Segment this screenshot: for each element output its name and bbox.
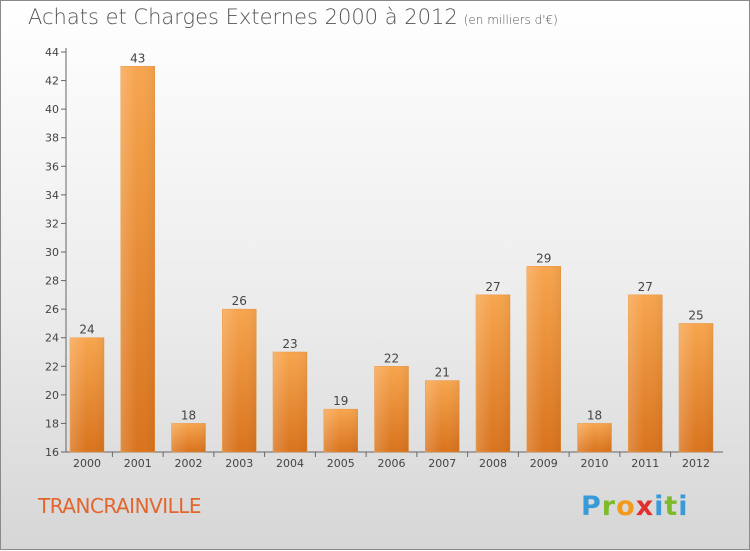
bar-highlight bbox=[323, 409, 358, 452]
y-tick-label: 28 bbox=[45, 275, 59, 288]
x-tick-label: 2002 bbox=[175, 457, 203, 470]
x-tick-label: 2008 bbox=[479, 457, 507, 470]
bar-value-label: 19 bbox=[333, 394, 348, 408]
x-tick-label: 2001 bbox=[124, 457, 152, 470]
bar-value-label: 22 bbox=[384, 351, 399, 365]
y-tick-label: 38 bbox=[45, 132, 59, 145]
bar-highlight bbox=[222, 309, 257, 452]
bar-highlight bbox=[526, 266, 561, 452]
logo-letter: x bbox=[635, 491, 655, 522]
logo-letter: P bbox=[581, 491, 602, 522]
x-tick-label: 2003 bbox=[225, 457, 253, 470]
bar-value-label: 27 bbox=[485, 280, 500, 294]
bar-value-label: 43 bbox=[130, 51, 145, 65]
y-tick-label: 34 bbox=[45, 189, 59, 202]
chart-title-text: Achats et Charges Externes 2000 à 2012 bbox=[28, 5, 458, 29]
y-tick-label: 24 bbox=[45, 332, 59, 345]
x-tick-label: 2010 bbox=[581, 457, 609, 470]
bar-highlight bbox=[425, 380, 460, 452]
x-tick-label: 2007 bbox=[428, 457, 456, 470]
y-tick-label: 18 bbox=[45, 417, 59, 430]
bar-value-label: 24 bbox=[79, 323, 94, 337]
x-tick-label: 2011 bbox=[631, 457, 659, 470]
place-name: TRANCRAINVILLE bbox=[38, 494, 202, 518]
logo-letter: i bbox=[678, 491, 689, 522]
y-tick-label: 26 bbox=[45, 303, 59, 316]
y-tick-label: 16 bbox=[45, 446, 59, 459]
logo-letter: i bbox=[654, 491, 665, 522]
bar-value-label: 26 bbox=[232, 294, 247, 308]
bar-highlight bbox=[577, 423, 612, 452]
bar-value-label: 18 bbox=[181, 408, 196, 422]
bar-highlight bbox=[628, 294, 663, 452]
bar-highlight bbox=[171, 423, 206, 452]
bar-highlight bbox=[374, 366, 409, 452]
y-tick-label: 32 bbox=[45, 217, 59, 230]
proxiti-logo[interactable]: Proxiti bbox=[581, 491, 689, 522]
x-tick-label: 2006 bbox=[378, 457, 406, 470]
logo-letter: r bbox=[601, 491, 617, 522]
chart-title: Achats et Charges Externes 2000 à 2012 (e… bbox=[28, 5, 558, 29]
chart-axes: 16 18 20 22 24 26 28 30 32 34 36 38 40 42 44 2000 2001 20… bbox=[45, 46, 723, 470]
x-tick-label: 2009 bbox=[530, 457, 558, 470]
y-tick-label: 20 bbox=[45, 389, 59, 402]
y-tick-label: 44 bbox=[45, 46, 59, 59]
chart-bars bbox=[69, 66, 714, 453]
bar-value-label: 25 bbox=[688, 308, 703, 322]
logo-letter: o bbox=[616, 491, 636, 522]
bar-highlight bbox=[120, 66, 155, 453]
bar-highlight bbox=[273, 352, 307, 452]
x-tick-label: 2012 bbox=[682, 457, 710, 470]
bar-value-label: 29 bbox=[536, 251, 551, 265]
chart-value-labels: 24 43 18 26 23 19 22 21 27 29 18 27 25 bbox=[79, 51, 703, 422]
bar-value-label: 23 bbox=[282, 337, 297, 351]
y-tick-label: 40 bbox=[45, 103, 59, 116]
y-tick-label: 22 bbox=[45, 360, 59, 373]
bar-highlight bbox=[70, 337, 104, 452]
logo-letter: t bbox=[664, 491, 679, 522]
bar-highlight bbox=[476, 294, 510, 452]
chart-unit: (en milliers d'€) bbox=[463, 13, 558, 27]
x-tick-label: 2004 bbox=[276, 457, 304, 470]
x-tick-label: 2005 bbox=[327, 457, 355, 470]
bar-value-label: 18 bbox=[587, 408, 602, 422]
bar-value-label: 21 bbox=[435, 366, 450, 380]
bar-value-label: 27 bbox=[638, 280, 653, 294]
y-tick-label: 30 bbox=[45, 246, 59, 259]
bar-highlight bbox=[679, 323, 713, 452]
y-tick-label: 36 bbox=[45, 160, 59, 173]
y-tick-label: 42 bbox=[45, 75, 59, 88]
x-tick-label: 2000 bbox=[73, 457, 101, 470]
